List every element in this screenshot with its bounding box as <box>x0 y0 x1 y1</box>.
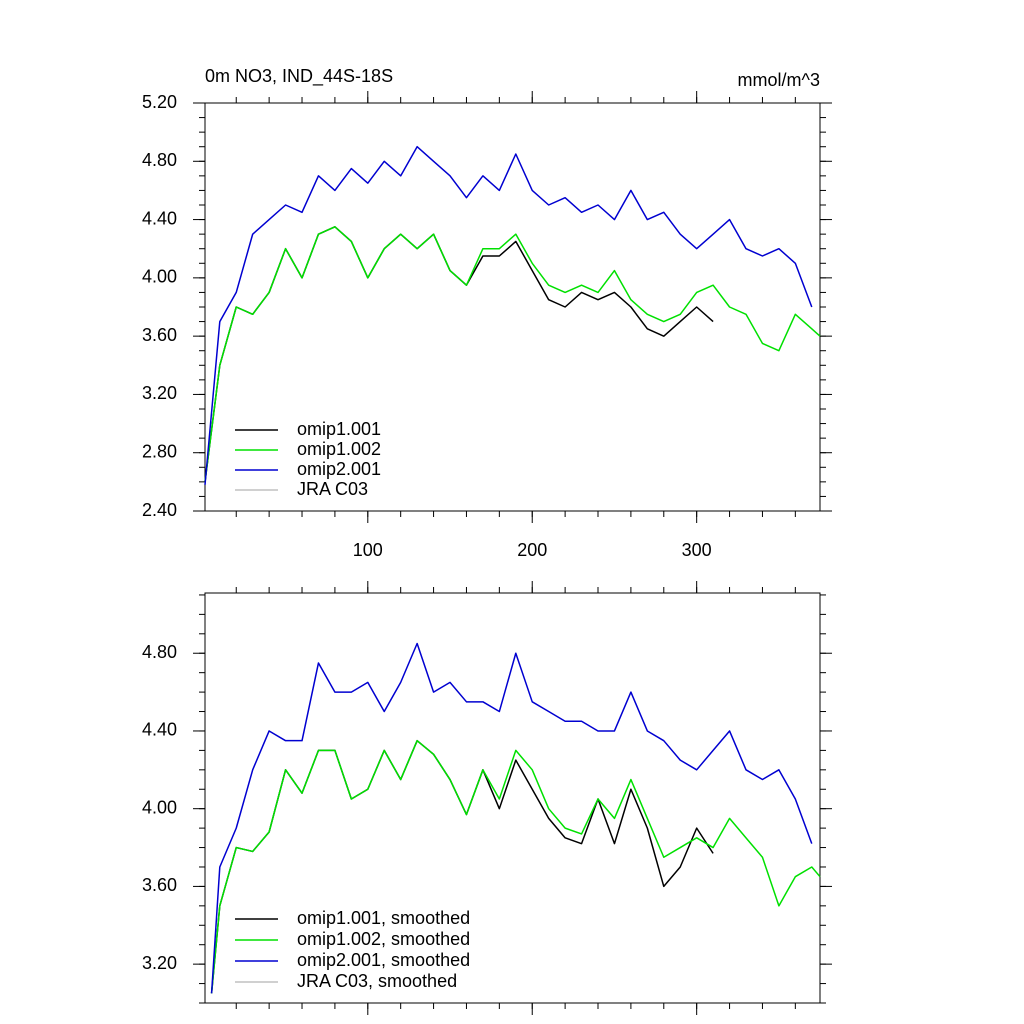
y-tick-label: 5.20 <box>142 92 177 112</box>
legend-label: omip2.001 <box>297 459 381 479</box>
series-line <box>204 226 821 482</box>
series-line <box>210 739 821 994</box>
x-tick-label: 300 <box>682 540 712 560</box>
series-line <box>204 145 813 485</box>
y-tick-label: 2.40 <box>142 500 177 520</box>
x-tick-label: 100 <box>353 540 383 560</box>
y-tick-label: 3.20 <box>142 953 177 973</box>
legend-label: omip1.001, smoothed <box>297 908 470 928</box>
y-tick-label: 4.40 <box>142 208 177 228</box>
y-tick-label: 3.60 <box>142 875 177 895</box>
legend-label: JRA C03 <box>297 479 368 499</box>
units-label: mmol/m^3 <box>738 70 820 90</box>
legend-label: JRA C03, smoothed <box>297 971 457 991</box>
x-tick-label: 200 <box>517 540 547 560</box>
y-tick-label: 2.80 <box>142 441 177 461</box>
chart-title: 0m NO3, IND_44S-18S <box>205 66 393 87</box>
y-tick-label: 4.00 <box>142 267 177 287</box>
plot-frame <box>204 592 821 1004</box>
series-line <box>204 226 714 482</box>
y-tick-label: 4.80 <box>142 150 177 170</box>
legend-label: omip2.001, smoothed <box>297 950 470 970</box>
legend-label: omip1.002 <box>297 439 381 459</box>
y-tick-label: 4.00 <box>142 797 177 817</box>
y-tick-label: 4.80 <box>142 642 177 662</box>
legend-label: omip1.001 <box>297 419 381 439</box>
legend-label: omip1.002, smoothed <box>297 929 470 949</box>
series-line <box>210 642 813 994</box>
y-tick-label: 4.40 <box>142 720 177 740</box>
y-tick-label: 3.60 <box>142 325 177 345</box>
y-tick-label: 3.20 <box>142 383 177 403</box>
